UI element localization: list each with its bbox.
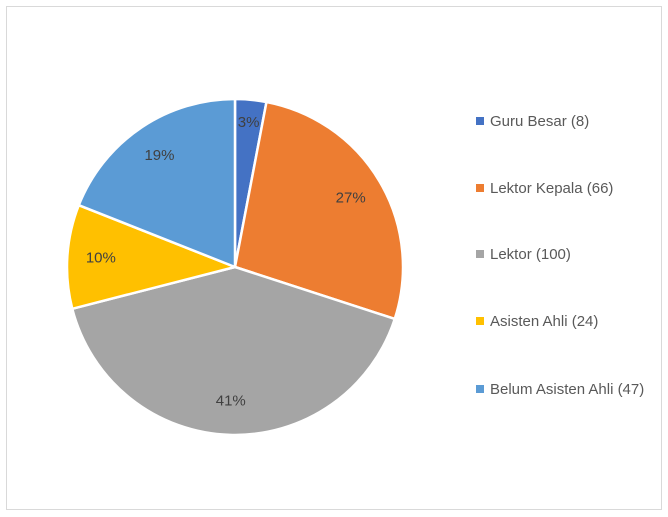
legend-label: Guru Besar (8): [490, 113, 590, 130]
legend-label: Belum Asisten Ahli (47): [490, 381, 645, 398]
legend-item: Belum Asisten Ahli (47): [476, 379, 646, 400]
legend-swatch: [476, 184, 484, 192]
legend-label: Lektor (100): [490, 246, 571, 263]
legend-item: Lektor (100): [476, 244, 646, 265]
legend-item: Guru Besar (8): [476, 111, 646, 132]
pie-slice: [70, 265, 397, 437]
pie-slice: [65, 203, 240, 311]
legend-swatch: [476, 317, 484, 325]
legend-label: Lektor Kepala (66): [490, 180, 614, 197]
data-label: 41%: [216, 392, 246, 409]
data-label: 3%: [238, 114, 260, 131]
pie-slice: [77, 97, 237, 269]
legend-swatch: [476, 385, 484, 393]
data-label: 10%: [86, 250, 116, 267]
pie-slice: [233, 100, 405, 321]
legend-item: Lektor Kepala (66): [476, 178, 646, 199]
legend-item: Asisten Ahli (24): [476, 311, 646, 332]
data-label: 27%: [336, 190, 366, 207]
data-label: 19%: [144, 147, 174, 164]
legend-swatch: [476, 117, 484, 125]
legend-label: Asisten Ahli (24): [490, 313, 599, 330]
legend-swatch: [476, 250, 484, 258]
